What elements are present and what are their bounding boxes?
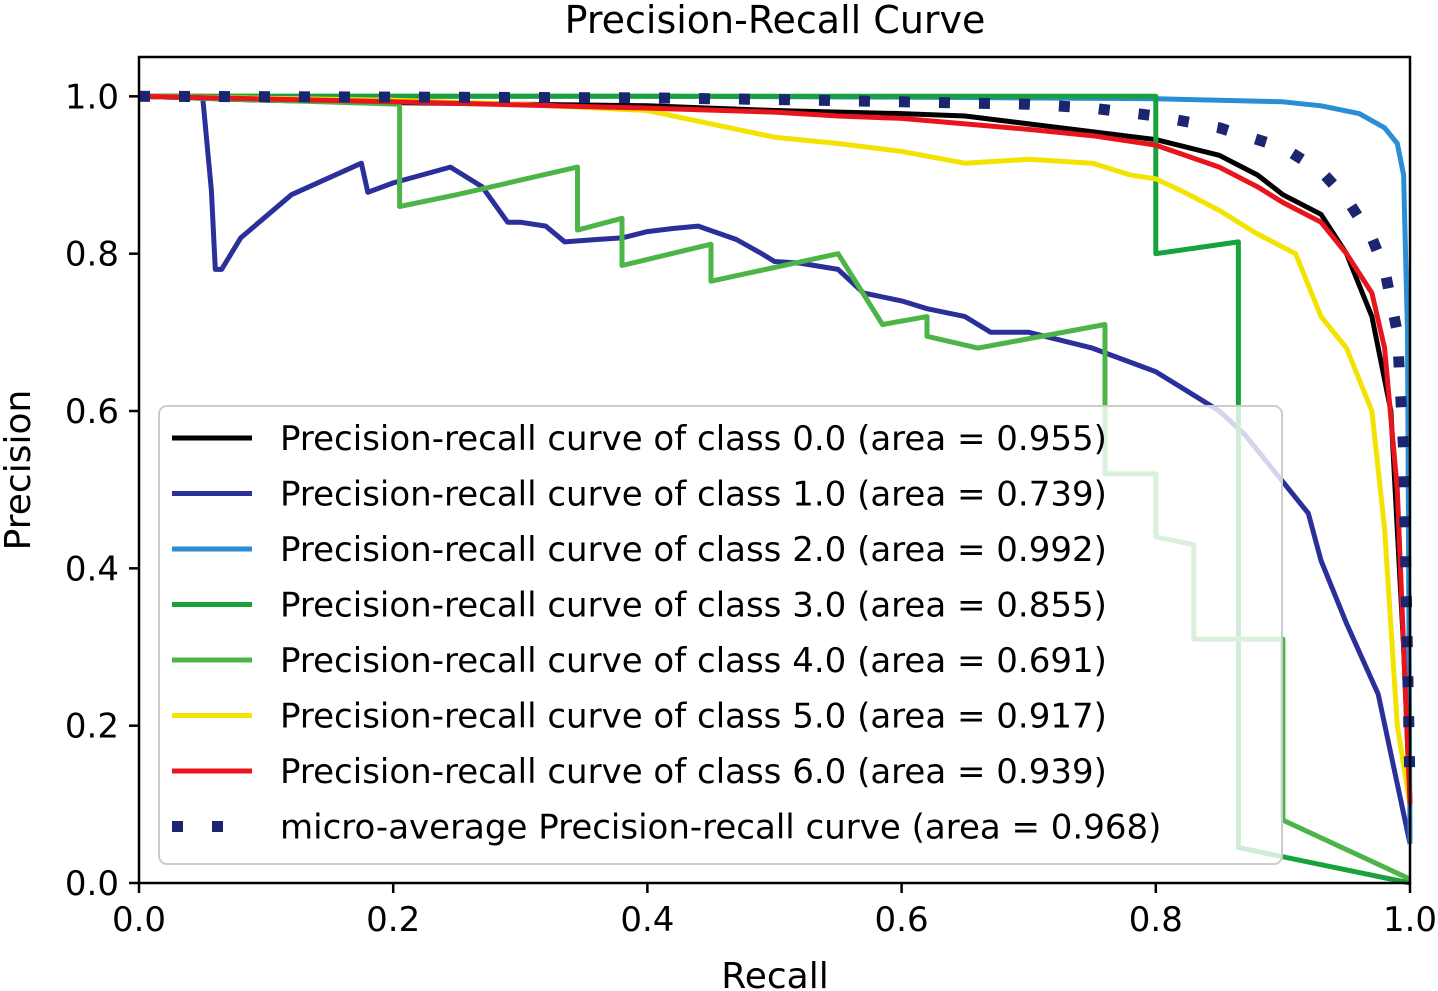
- x-tick-label: 0.6: [875, 900, 929, 940]
- legend-label-3: Precision-recall curve of class 3.0 (are…: [280, 586, 1107, 626]
- plot-frame: [137, 55, 1412, 885]
- x-tick-label: 1.0: [1383, 900, 1437, 940]
- series-layer: [138, 90, 1416, 886]
- legend-label-4: Precision-recall curve of class 4.0 (are…: [280, 641, 1107, 681]
- series-line-5: [138, 93, 1413, 805]
- x-tick-label: 0.0: [112, 900, 166, 940]
- legend-label-2: Precision-recall curve of class 2.0 (are…: [280, 530, 1107, 570]
- legend-label-1: Precision-recall curve of class 1.0 (are…: [280, 475, 1107, 515]
- y-tick-label: 0.0: [65, 864, 119, 904]
- legend-label-7: micro-average Precision-recall curve (ar…: [280, 808, 1161, 848]
- x-tick-label: 0.8: [1129, 900, 1183, 940]
- y-tick-label: 0.4: [65, 549, 119, 589]
- legend: Precision-recall curve of class 0.0 (are…: [158, 405, 1283, 865]
- ticks-layer: 0.0 0.2 0.4 0.6 0.8 1.0 0.0 0.2 0.4 0.6 0.8 1.0: [65, 77, 1437, 940]
- x-axis-label: Recall: [721, 956, 828, 991]
- y-tick-label: 0.2: [65, 707, 119, 747]
- legend-box: [158, 405, 1283, 865]
- chart-title: Precision-Recall Curve: [565, 0, 986, 42]
- y-axis-label: Precision: [0, 390, 39, 551]
- series-line-6: [138, 93, 1413, 805]
- legend-label-0: Precision-recall curve of class 0.0 (are…: [280, 419, 1107, 459]
- legend-label-6: Precision-recall curve of class 6.0 (are…: [280, 752, 1107, 792]
- y-tick-label: 1.0: [65, 77, 119, 117]
- series-line-7: [138, 90, 1416, 789]
- x-tick-label: 0.2: [366, 900, 420, 940]
- y-tick-label: 0.6: [65, 392, 119, 432]
- legend-label-5: Precision-recall curve of class 5.0 (are…: [280, 697, 1107, 737]
- x-tick-label: 0.4: [620, 900, 674, 940]
- y-tick-label: 0.8: [65, 235, 119, 275]
